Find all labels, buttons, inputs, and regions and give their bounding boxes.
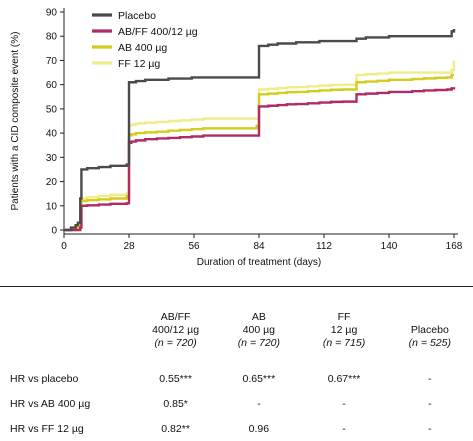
hazard-ratio-table: AB/FF 400/12 µg (n = 720) AB 400 µg (n =… [0,294,473,441]
y-tick-label: 60 [46,80,58,91]
table-cell: - [428,422,432,435]
cumulative-incidence-chart: 0 10 20 30 40 50 60 70 80 90 0 28 56 84 112 140 168 Durat… [10,8,463,269]
series-line [64,60,456,232]
header-n: (n = 715) [322,336,366,349]
table-header-ff: FF 12 µg (n = 715) [301,294,386,366]
header-line: FF [337,310,351,323]
header-n: (n = 525) [408,336,451,349]
y-tick-label: 80 [46,32,58,43]
header-line: 400 µg [242,323,276,336]
y-tick-label: 30 [46,153,58,164]
legend-label: Placebo [118,10,156,22]
table-header-ab: AB 400 µg (n = 720) [216,294,301,366]
y-tick-label: 10 [46,201,58,212]
y-tick-label: 40 [46,129,58,140]
x-tick-label: 56 [188,241,200,252]
row-label: HR vs placebo [10,372,79,385]
table-cell: 0.82** [161,422,190,435]
y-tick-label: 0 [51,226,57,237]
legend-label: AB 400 µg [118,42,167,54]
header-line: 400/12 µg [152,323,200,336]
series-line [64,73,454,232]
table-cell: 0.85* [163,397,188,410]
header-line: AB [251,310,266,323]
table-cell: - [428,372,432,385]
table-header-abff: AB/FF 400/12 µg (n = 720) [135,294,216,366]
header-line: AB/FF [160,310,191,323]
table-header-row: AB/FF 400/12 µg (n = 720) AB 400 µg (n =… [0,294,473,366]
table-header-placebo: Placebo (n = 525) [387,294,473,366]
legend-label: AB/FF 400/12 µg [118,26,198,38]
x-axis-title: Duration of treatment (days) [197,257,322,268]
table-cell: - [428,397,432,410]
table-cell: 0.65*** [242,372,276,385]
y-axis-title: Patients with a CID composite event (%) [10,32,21,211]
table-cell: 0.96 [248,422,270,435]
y-tick-label: 70 [46,56,58,67]
chart-area: 0 10 20 30 40 50 60 70 80 90 0 28 56 84 112 140 168 Durat… [10,8,463,269]
table-row: HR vs FF 12 µg 0.82** 0.96 - - [0,416,473,441]
header-n: (n = 720) [237,336,281,349]
header-n: (n = 720) [154,336,197,349]
y-tick-label: 90 [46,8,58,19]
row-label: HR vs FF 12 µg [10,422,84,435]
table-cell: 0.55*** [159,372,192,385]
x-tick-label: 84 [253,241,265,252]
series-line [64,87,456,232]
x-tick-label: 28 [123,241,135,252]
y-tick-label: 20 [46,177,58,188]
x-tick-label: 112 [316,241,332,252]
x-tick-label: 140 [381,241,398,252]
row-label: HR vs AB 400 µg [10,397,91,410]
table-header-blank [0,294,135,366]
table-row: HR vs AB 400 µg 0.85* - - - [0,391,473,416]
header-line: 12 µg [330,323,358,336]
y-tick-label: 50 [46,104,58,115]
table-cell: - [257,397,261,410]
series-line [64,28,456,232]
table-row: HR vs placebo 0.55*** 0.65*** 0.67*** - [0,366,473,391]
x-tick-label: 168 [446,241,463,252]
header-line: Placebo [410,323,449,336]
legend-label: FF 12 µg [118,58,160,70]
table-cell: - [342,422,346,435]
table-cell: 0.67*** [327,372,361,385]
x-tick-label: 0 [61,241,67,252]
table-cell: - [342,397,346,410]
table-top-rule [0,286,473,287]
